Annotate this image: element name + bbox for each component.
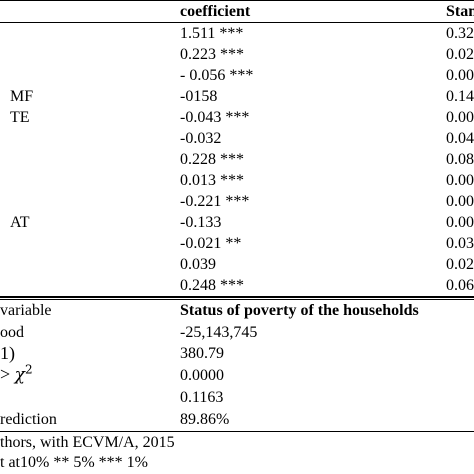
dependent-variable-label: variable [0,302,52,319]
table-bottom-rule [0,431,474,432]
coefficient-value: 0.039 [180,256,216,273]
standard-error-value: 0.00 [446,109,474,126]
variable-label: MF [10,88,34,105]
coefficient-column-header: coefficient [180,3,251,20]
coefficient-value: 0.228 *** [180,151,244,168]
greater-than-sign: > [0,364,11,384]
coefficient-value: 0.248 *** [180,277,244,294]
standard-error-value: 0.00 [446,172,474,189]
standard-error-column-header: Stan [446,3,474,20]
coefficient-value: 1.511 *** [180,25,244,42]
table-top-rule [0,0,474,1]
coefficient-value: -0.133 [180,214,222,231]
stat-value: 380.79 [180,345,224,362]
stat-value: 0.0000 [180,367,224,384]
coefficient-value: 0.223 *** [180,46,244,63]
standard-error-value: 0.14 [446,88,474,105]
coefficient-value: -0158 [180,88,218,105]
standard-error-value: 0.32 [446,25,474,42]
coefficient-value: 0.013 *** [180,172,244,189]
stat-value: -25,143,745 [180,324,258,341]
stat-label: 1) [0,343,15,363]
significance-note: t at10% ** 5% *** 1% [0,454,148,471]
variable-label: AT [10,214,30,231]
dependent-variable-value: Status of poverty of the households [180,302,419,319]
stat-label: ood [0,324,24,341]
standard-error-value: 0.02 [446,256,474,273]
stat-value: 0.1163 [180,389,224,406]
standard-error-value: 0.00 [446,67,474,84]
standard-error-value: 0.04 [446,130,474,147]
coefficient-value: -0.043 *** [180,109,250,126]
source-note: thors, with ECVM/A, 2015 [0,434,175,451]
section-rule-thin [0,299,474,300]
variable-label: TE [10,109,30,126]
standard-error-value: 0.08 [446,151,474,168]
stat-label: rediction [0,411,57,428]
standard-error-value: 0.03 [446,235,474,252]
coefficient-value: -0.032 [180,130,222,147]
standard-error-value: 0.00 [446,193,474,210]
header-rule [0,22,474,23]
coefficient-value: - 0.056 *** [180,67,254,84]
standard-error-value: 0.00 [446,214,474,231]
stat-label: > χ2 [0,362,33,385]
section-rule-thick [0,296,474,298]
chi-squared-symbol: χ2 [14,362,33,385]
coefficient-value: -0.221 *** [180,193,250,210]
coefficient-value: -0.021 ** [180,235,242,252]
standard-error-value: 0.06 [446,277,474,294]
stat-value: 89.86% [180,411,230,428]
standard-error-value: 0.02 [446,46,474,63]
